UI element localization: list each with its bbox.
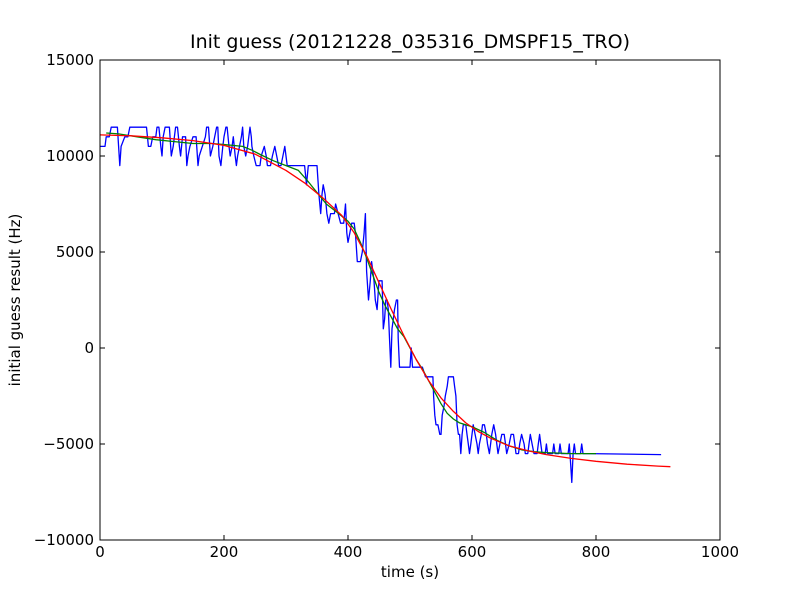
y-tick-label: 10000 (46, 147, 94, 165)
y-tick-label: −5000 (43, 435, 94, 453)
y-axis-label: initial guess result (Hz) (6, 214, 24, 387)
series-layer (100, 126, 671, 484)
y-tick-label: −10000 (34, 531, 94, 549)
y-tick-label: 5000 (56, 243, 94, 261)
smoothed-series-line (106, 132, 596, 455)
x-tick-label: 600 (458, 543, 487, 561)
plot-frame (99, 59, 721, 541)
plot-area (100, 60, 720, 540)
x-tick-label: 200 (210, 543, 239, 561)
ticks-layer: 0 200 400 600 800 1000 −10000 −5000 0 5000 10000 15… (34, 51, 739, 561)
y-tick-label: 15000 (46, 51, 94, 69)
x-axis-label: time (s) (381, 563, 439, 581)
fit-series-line (100, 134, 671, 468)
x-tick-label: 800 (582, 543, 611, 561)
raw-series-line (100, 126, 662, 484)
x-tick-label: 0 (95, 543, 105, 561)
chart-title: Init guess (20121228_035316_DMSPF15_TRO) (190, 31, 630, 53)
x-tick-label: 1000 (701, 543, 739, 561)
x-tick-label: 400 (334, 543, 363, 561)
y-tick-label: 0 (84, 339, 94, 357)
